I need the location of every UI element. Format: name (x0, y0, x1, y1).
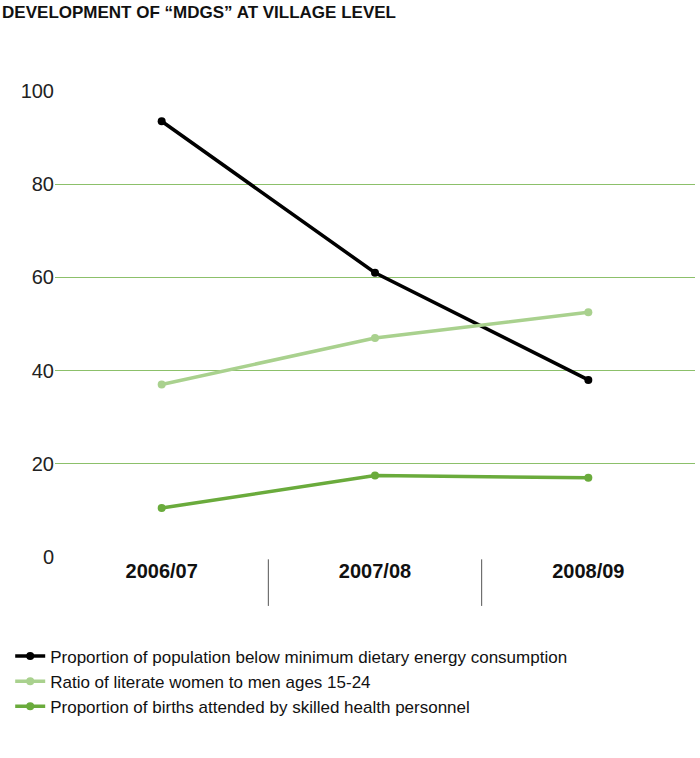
svg-text:0: 0 (43, 546, 54, 568)
svg-text:60: 60 (32, 266, 54, 288)
svg-text:DEVELOPMENT OF “MDGS” AT VILLA: DEVELOPMENT OF “MDGS” AT VILLAGE LEVEL (2, 3, 396, 22)
svg-text:2006/07: 2006/07 (126, 560, 198, 582)
svg-text:Proportion of population below: Proportion of population below minimum d… (50, 648, 567, 667)
svg-text:40: 40 (32, 360, 54, 382)
svg-text:2007/08: 2007/08 (339, 560, 411, 582)
svg-text:Ratio of literate women to men: Ratio of literate women to men ages 15-2… (50, 673, 370, 692)
svg-text:80: 80 (32, 173, 54, 195)
svg-text:100: 100 (21, 80, 54, 102)
svg-text:Proportion of births attended: Proportion of births attended by skilled… (50, 698, 470, 717)
svg-text:2008/09: 2008/09 (552, 560, 624, 582)
svg-text:20: 20 (32, 453, 54, 475)
